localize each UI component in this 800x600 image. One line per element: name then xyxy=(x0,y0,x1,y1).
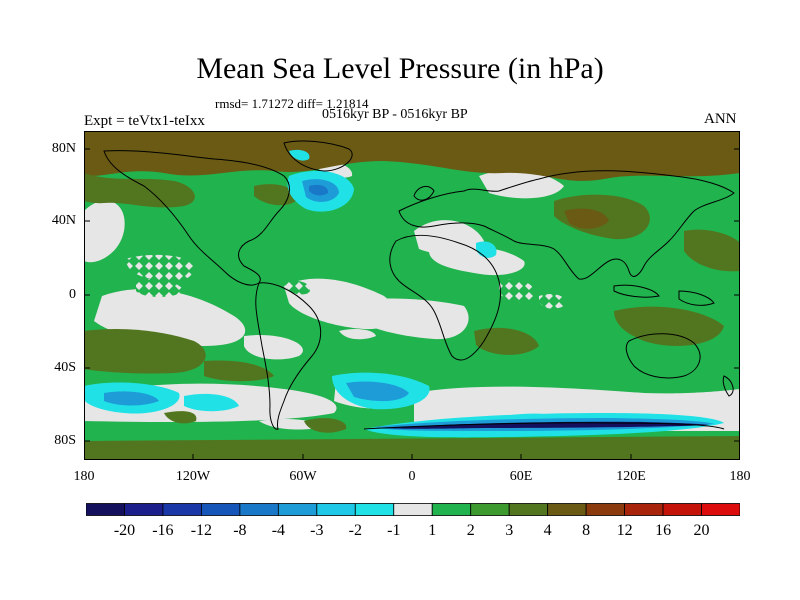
stats-readout: rmsd= 1.71272 diff= 1.21814 xyxy=(215,96,369,111)
colorbar-label: -2 xyxy=(348,522,362,539)
colorbar-label: 20 xyxy=(693,522,710,539)
positive-anomaly-zones xyxy=(84,131,740,460)
colorbar-label: -4 xyxy=(271,522,286,539)
colorbar-label: 16 xyxy=(655,522,672,539)
season-label: ANN xyxy=(704,111,737,127)
colorbar-box xyxy=(508,503,549,516)
lon-tick-label: 120E xyxy=(616,469,646,484)
colorbar-label: 2 xyxy=(466,522,475,539)
colorbar-box xyxy=(354,503,395,516)
colorbar-box xyxy=(470,503,510,516)
colorbar-box xyxy=(239,503,279,516)
period-label: 0516kyr BP - 0516kyr BP xyxy=(322,107,468,122)
colorbar-box xyxy=(86,503,125,516)
colorbar-label: -12 xyxy=(190,522,213,539)
colorbar-label: -8 xyxy=(233,522,247,539)
colorbar-box xyxy=(431,503,472,516)
colorbar-label: 3 xyxy=(505,522,514,539)
colorbar-box xyxy=(277,503,318,516)
colorbar xyxy=(86,503,740,516)
colorbar-label: -16 xyxy=(152,522,174,539)
coastlines xyxy=(103,140,735,430)
colorbar-box xyxy=(662,503,702,516)
lon-tick-label: 60W xyxy=(289,469,317,484)
lat-tick-label: 80S xyxy=(54,433,76,448)
colorbar-box xyxy=(585,503,625,516)
lat-tick-label: 40N xyxy=(51,213,76,228)
colorbar-box xyxy=(624,503,664,516)
negative-anomaly-zones xyxy=(84,149,724,438)
colorbar-box xyxy=(124,503,164,516)
colorbar-label: 12 xyxy=(616,522,633,539)
lon-tick-label: 180 xyxy=(729,469,751,484)
lon-tick-label: 60E xyxy=(509,469,533,484)
axis-ticks xyxy=(84,148,740,460)
lat-tick-label: 0 xyxy=(69,287,76,302)
colorbar-box xyxy=(201,503,241,516)
colorbar-label: 1 xyxy=(428,522,437,539)
lon-tick-label: 120W xyxy=(175,469,211,484)
colorbar-label: 8 xyxy=(582,522,591,539)
colorbar-box xyxy=(547,503,587,516)
colorbar-label: -1 xyxy=(387,522,401,539)
colorbar-label: -3 xyxy=(310,522,324,539)
colorbar-box xyxy=(393,503,433,516)
colorbar-box xyxy=(316,503,356,516)
lat-tick-label: 40S xyxy=(54,360,76,375)
colorbar-box xyxy=(162,503,202,516)
lon-tick-label: 180 xyxy=(73,469,95,484)
map-title: Mean Sea Level Pressure (in hPa) xyxy=(196,52,604,85)
colorbar-label: -20 xyxy=(113,522,136,539)
lon-tick-label: 0 xyxy=(408,469,416,484)
colorbar-box xyxy=(701,503,740,516)
lat-tick-label: 80N xyxy=(51,141,76,156)
colorbar-label: 4 xyxy=(543,522,552,539)
pressure-map xyxy=(84,131,740,460)
experiment-label: Expt = teVtx1-teIxx xyxy=(84,113,205,129)
